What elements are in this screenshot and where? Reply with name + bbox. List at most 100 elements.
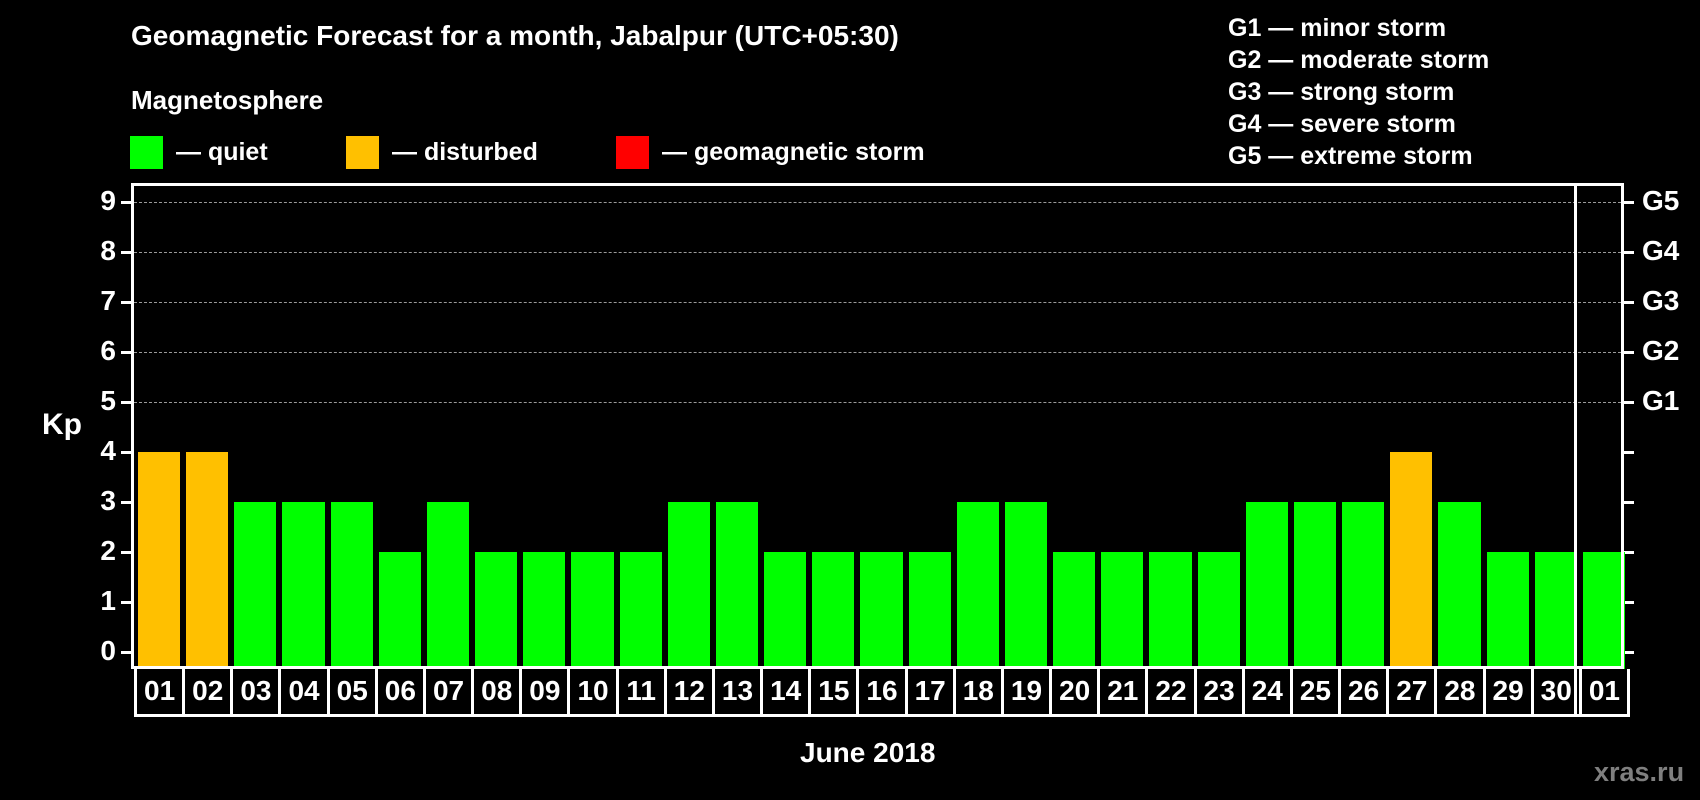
bar-day-06 bbox=[378, 552, 421, 669]
x-tick-label: 15 bbox=[808, 669, 860, 717]
gridline bbox=[134, 402, 1621, 403]
legend-disturbed: — disturbed bbox=[346, 135, 538, 169]
x-tick-label: 01 bbox=[134, 669, 186, 717]
gridline bbox=[134, 352, 1621, 353]
y-tick bbox=[121, 501, 131, 504]
x-tick-label: 27 bbox=[1386, 669, 1438, 717]
y-tick-label: 0 bbox=[100, 635, 116, 666]
y-tick-right bbox=[1624, 401, 1634, 404]
bar-day-24 bbox=[1245, 502, 1288, 669]
x-tick-label: 10 bbox=[567, 669, 619, 717]
y-tick bbox=[121, 601, 131, 604]
g-scale-label: G3 bbox=[1642, 285, 1680, 316]
x-tick-label: 14 bbox=[760, 669, 812, 717]
bar-day-11 bbox=[619, 552, 662, 669]
x-tick-label: 09 bbox=[519, 669, 571, 717]
quiet-swatch-icon bbox=[130, 135, 163, 169]
chart-title: Geomagnetic Forecast for a month, Jabalp… bbox=[131, 20, 899, 51]
y-tick-label: 1 bbox=[100, 585, 116, 616]
y-tick-right bbox=[1624, 551, 1634, 554]
g5-legend: G5 — extreme storm bbox=[1228, 142, 1473, 170]
x-tick-label: 02 bbox=[182, 669, 234, 717]
bar-day-01 bbox=[138, 452, 181, 669]
x-tick-label: 20 bbox=[1049, 669, 1101, 717]
y-tick bbox=[121, 551, 131, 554]
legend-storm: — geomagnetic storm bbox=[616, 135, 925, 169]
y-tick bbox=[121, 451, 131, 454]
storm-swatch-icon bbox=[616, 135, 649, 169]
y-tick bbox=[121, 401, 131, 404]
x-tick-label: 08 bbox=[471, 669, 523, 717]
x-tick-label: 05 bbox=[326, 669, 378, 717]
bar-day-17 bbox=[908, 552, 951, 669]
y-tick-label: 9 bbox=[100, 185, 116, 216]
bar-day-30 bbox=[1534, 552, 1577, 669]
x-tick-label: 30 bbox=[1530, 669, 1582, 717]
y-tick-right bbox=[1624, 501, 1634, 504]
bar-day-21 bbox=[1101, 552, 1144, 669]
x-tick-label: 03 bbox=[230, 669, 282, 717]
bar-day-20 bbox=[1053, 552, 1096, 669]
bar-day-27 bbox=[1390, 452, 1433, 669]
x-tick-label: 21 bbox=[1097, 669, 1149, 717]
bar-day-25 bbox=[1293, 502, 1337, 669]
y-tick-label: 6 bbox=[100, 335, 116, 366]
x-tick-label: 16 bbox=[856, 669, 908, 717]
x-tick-label: 25 bbox=[1289, 669, 1342, 717]
g1-legend: G1 — minor storm bbox=[1228, 14, 1447, 42]
watermark: xras.ru bbox=[1594, 757, 1685, 787]
bar-day-14 bbox=[764, 552, 807, 669]
bar-day-28 bbox=[1438, 502, 1481, 669]
x-tick-label: 28 bbox=[1434, 669, 1486, 717]
bar-day-18 bbox=[956, 502, 999, 669]
bar-day-29 bbox=[1486, 552, 1529, 669]
bar-day-15 bbox=[812, 552, 855, 669]
bar-day-07 bbox=[426, 502, 470, 669]
g4-legend: G4 — severe storm bbox=[1228, 110, 1456, 138]
bar-day-23 bbox=[1197, 552, 1240, 669]
x-tick-label: 01 bbox=[1578, 669, 1630, 717]
chart-subtitle: Magnetosphere bbox=[131, 85, 324, 115]
bar-day-22 bbox=[1149, 552, 1192, 669]
x-tick-label: 22 bbox=[1145, 669, 1197, 717]
y-tick bbox=[121, 301, 131, 304]
x-tick-label: 04 bbox=[278, 669, 330, 717]
y-tick-right bbox=[1624, 451, 1634, 454]
x-tick-label: 06 bbox=[374, 669, 426, 717]
gridline bbox=[134, 202, 1621, 203]
y-tick-label: 3 bbox=[100, 485, 116, 516]
y-tick-right bbox=[1624, 601, 1634, 604]
y-tick-label: 8 bbox=[100, 235, 116, 266]
y-tick-label: 2 bbox=[100, 535, 116, 566]
x-tick-label: 11 bbox=[615, 669, 667, 717]
y-tick-right bbox=[1624, 201, 1634, 204]
x-tick-label: 18 bbox=[952, 669, 1004, 717]
x-tick-label: 29 bbox=[1482, 669, 1534, 717]
y-tick-right bbox=[1624, 251, 1634, 254]
g3-legend: G3 — strong storm bbox=[1228, 78, 1455, 106]
y-tick bbox=[121, 251, 131, 254]
legend-label: — disturbed bbox=[392, 137, 538, 166]
x-tick-label: 19 bbox=[1000, 669, 1053, 717]
bar-day-09 bbox=[523, 552, 566, 669]
bar-day-01 bbox=[1582, 552, 1625, 669]
legend-quiet: — quiet bbox=[130, 135, 268, 169]
bar-day-10 bbox=[571, 552, 614, 669]
gridline bbox=[134, 302, 1621, 303]
g-scale-label: G1 bbox=[1642, 385, 1680, 416]
g2-legend: G2 — moderate storm bbox=[1228, 46, 1490, 74]
bar-day-04 bbox=[282, 502, 325, 669]
gridline bbox=[134, 252, 1621, 253]
bar-day-19 bbox=[1004, 502, 1048, 669]
bar-day-12 bbox=[667, 502, 710, 669]
x-tick-label: 12 bbox=[663, 669, 715, 717]
g-scale-legend: G1 — minor storm G2 — moderate storm G3 … bbox=[1228, 12, 1489, 172]
x-tick-label: 13 bbox=[711, 669, 764, 717]
legend-label: — quiet bbox=[176, 137, 268, 166]
g-scale-label: G2 bbox=[1642, 335, 1680, 366]
y-tick-label: 5 bbox=[100, 385, 116, 416]
disturbed-swatch-icon bbox=[346, 135, 379, 169]
x-tick-label: 17 bbox=[904, 669, 956, 717]
y-tick bbox=[121, 351, 131, 354]
y-tick-right bbox=[1624, 301, 1634, 304]
